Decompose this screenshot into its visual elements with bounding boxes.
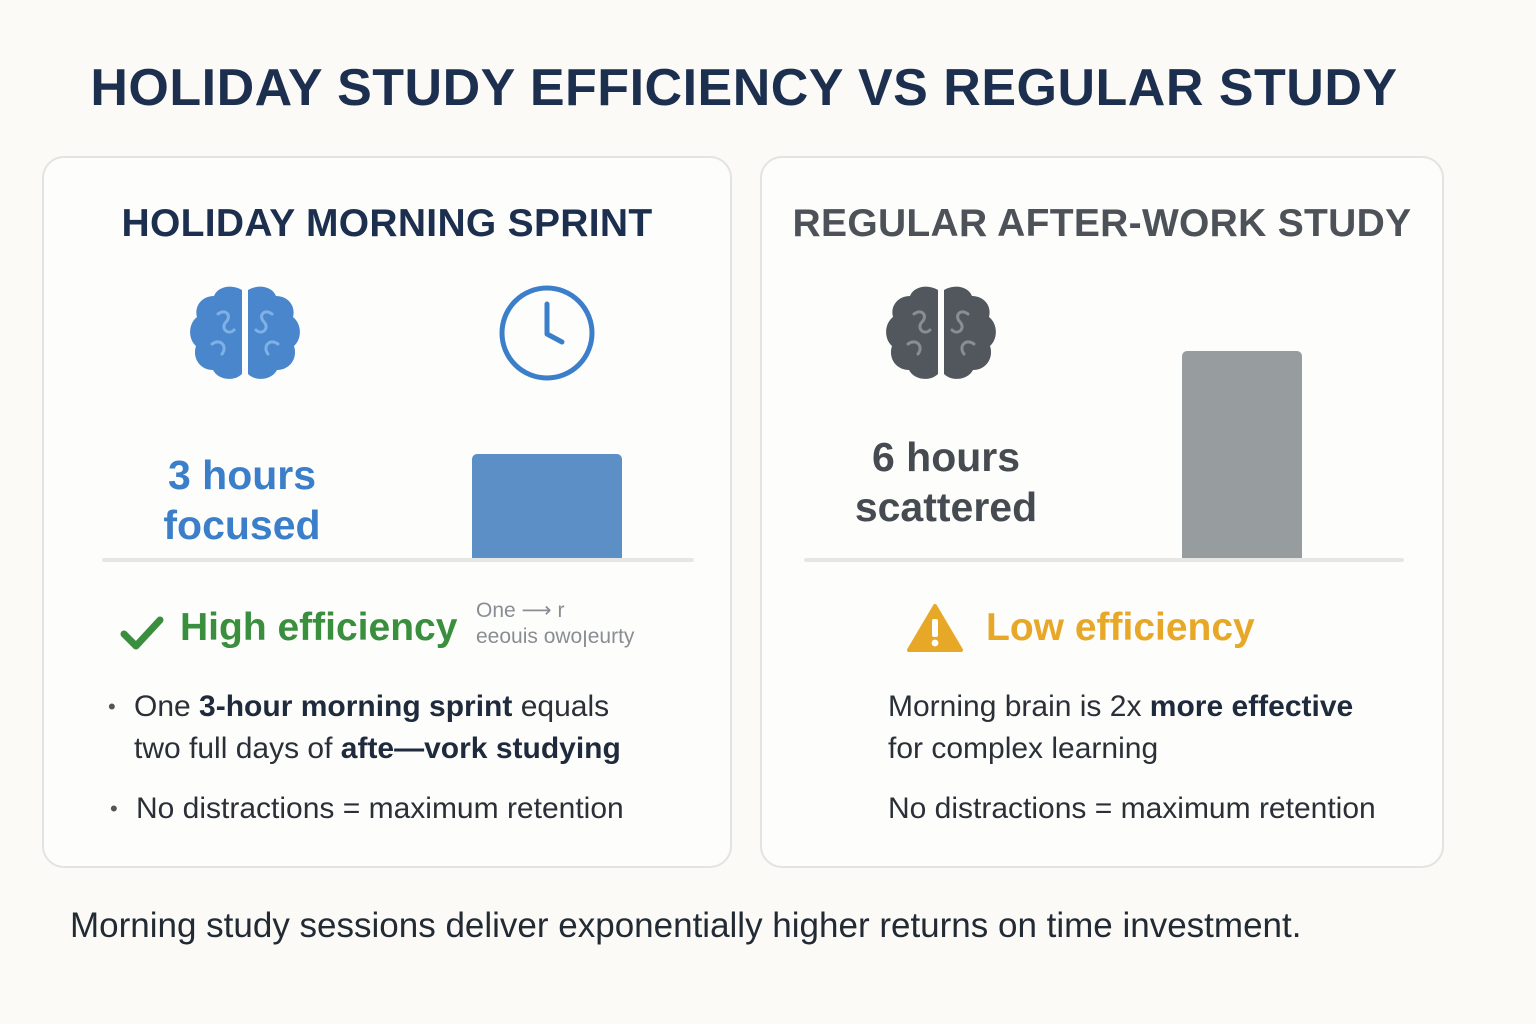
clock-icon: [499, 285, 595, 381]
regular-baseline: [804, 558, 1404, 562]
regular-text-2: No distractions = maximum retention: [888, 788, 1376, 830]
bullet1-text-pre: One: [134, 690, 200, 723]
holiday-bullet-1: • One 3-hour morning sprint equals two f…: [108, 686, 621, 770]
holiday-hours-line2: focused: [163, 502, 321, 548]
bullet1-line2-pre: two full days of: [134, 732, 341, 765]
holiday-status: High efficiency: [180, 606, 458, 649]
regular-panel-title: REGULAR AFTER-WORK STUDY: [792, 202, 1412, 245]
regular-hours-line2: scattered: [854, 484, 1038, 530]
warning-icon: [907, 604, 963, 652]
page-title: HOLIDAY STUDY EFFICIENCY VS REGULAR STUD…: [90, 59, 1398, 117]
bullet1-text-bold: 3-hour morning sprint: [199, 690, 513, 723]
regular-line1-bold: more effective: [1149, 690, 1354, 723]
holiday-panel: HOLIDAY MORNING SPRINT 3 hours focused H…: [42, 156, 732, 868]
holiday-hours-bar: [472, 454, 622, 558]
footer-caption: Morning study sessions deliver exponenti…: [70, 906, 1302, 945]
regular-status: Low efficiency: [986, 606, 1255, 649]
regular-line1-pre: Morning brain is 2x: [888, 690, 1150, 723]
brain-icon: [886, 286, 996, 379]
bullet1-line2-bold: afte—vork studying: [340, 732, 621, 765]
brain-icon: [190, 286, 300, 379]
holiday-bullet-2: • No distractions = maximum retention: [110, 788, 624, 830]
regular-text-1: Morning brain is 2x more effective for c…: [888, 686, 1353, 770]
faint-note-line1: One ⟶ r: [476, 599, 565, 622]
faint-note-line2: eeouis owoןeurty: [476, 625, 635, 648]
bullet1-text-post: equals: [512, 690, 610, 723]
regular-line3: No distractions = maximum retention: [888, 792, 1376, 825]
holiday-hours-label: 3 hours focused: [132, 450, 352, 550]
bullet-dot: •: [110, 796, 118, 821]
checkmark-icon: [120, 616, 164, 650]
holiday-panel-title: HOLIDAY MORNING SPRINT: [121, 202, 653, 245]
holiday-baseline: [102, 558, 694, 562]
regular-hours-bar: [1182, 351, 1302, 558]
bullet2-text: No distractions = maximum retention: [136, 792, 624, 825]
regular-line2: for complex learning: [888, 732, 1159, 765]
regular-hours-label: 6 hours scattered: [826, 432, 1066, 532]
regular-hours-line1: 6 hours: [871, 434, 1021, 480]
holiday-hours-line1: 3 hours: [167, 452, 317, 498]
regular-panel: REGULAR AFTER-WORK STUDY 6 hours scatter…: [760, 156, 1444, 868]
faint-note: One ⟶ r eeouis owoןeurty: [476, 598, 634, 650]
bullet-dot: •: [108, 694, 116, 719]
